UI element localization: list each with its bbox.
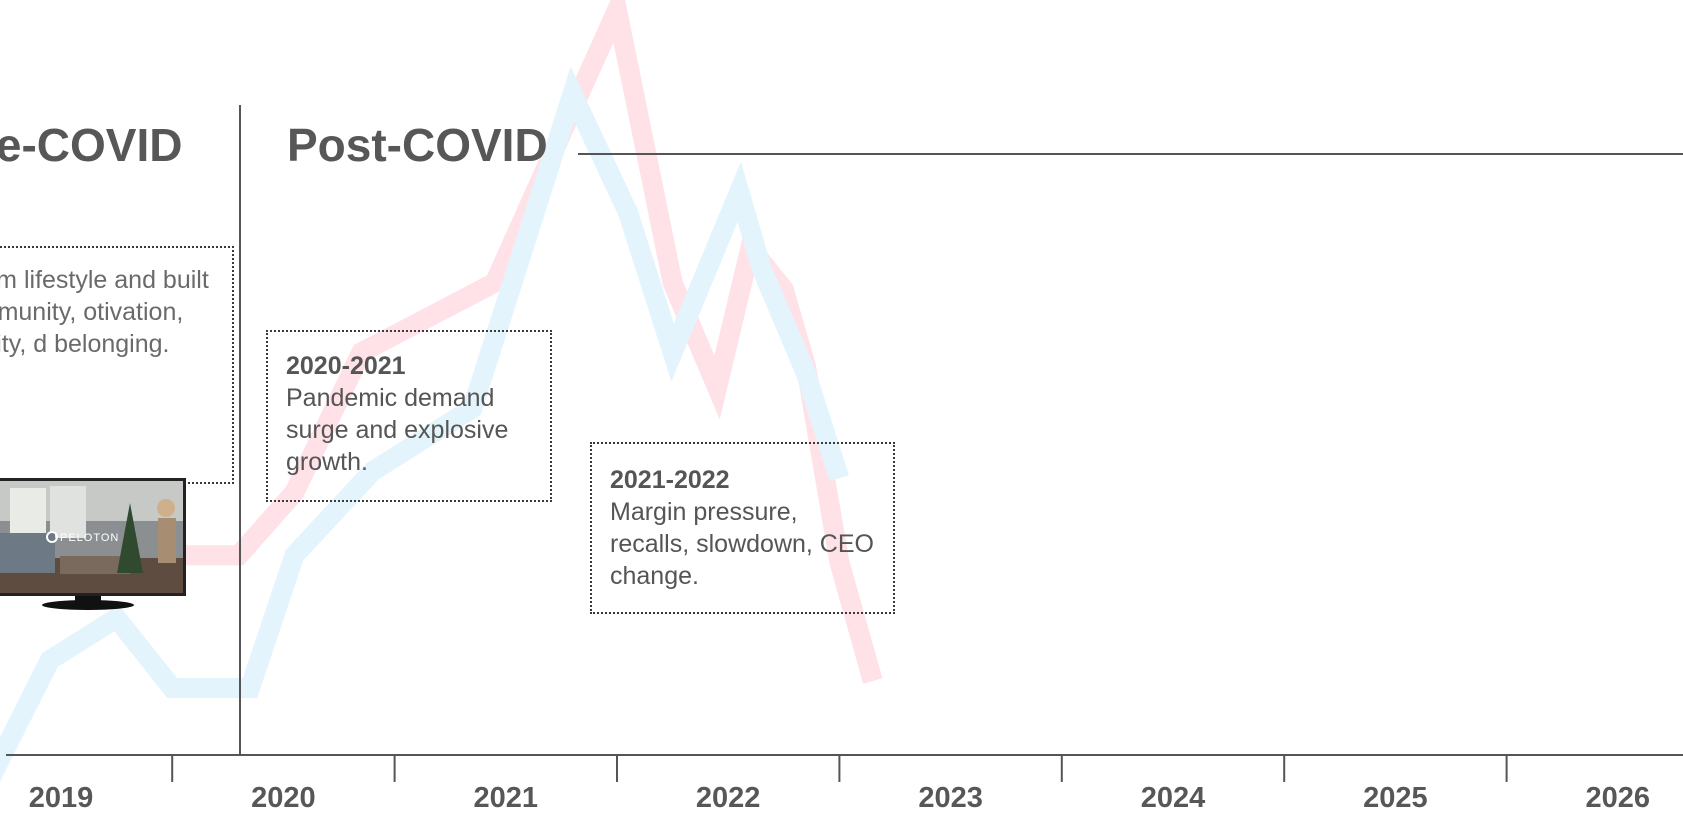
note-2021-2022-year: 2021-2022	[610, 466, 730, 494]
note-2020-2021-text: Pandemic demand surge and explosive grow…	[286, 384, 509, 476]
pre-covid-note-text: emium lifestyle and built on mmunity, ot…	[0, 266, 209, 358]
x-tick-label-2024: 2024	[1140, 782, 1206, 814]
note-2021-2022-text: Margin pressure, recalls, slowdown, CEO …	[610, 498, 874, 590]
x-tick-label-2020: 2020	[251, 782, 316, 814]
note-2020-2021-year: 2020-2021	[286, 352, 406, 380]
x-tick-label-2021: 2021	[473, 782, 539, 814]
note-2021-2022: 2021-2022 Margin pressure, recalls, slow…	[590, 442, 895, 614]
x-tick-label-2022: 2022	[695, 782, 761, 814]
pre-covid-title: re-COVID	[0, 119, 183, 171]
peloton-tv-image: PELOTON	[0, 478, 186, 610]
x-tick-label-2025: 2025	[1363, 782, 1428, 814]
x-tick-label-2023: 2023	[918, 782, 983, 814]
post-covid-title: Post-COVID	[287, 119, 548, 171]
series-line-2	[0, 66, 849, 782]
note-2020-2021: 2020-2021 Pandemic demand surge and expl…	[266, 330, 552, 502]
pre-covid-note: emium lifestyle and built on mmunity, ot…	[0, 246, 234, 484]
tv-brand-label: PELOTON	[60, 532, 119, 544]
x-tick-label-2026: 2026	[1585, 782, 1651, 814]
x-tick-label-2019: 2019	[28, 782, 94, 814]
